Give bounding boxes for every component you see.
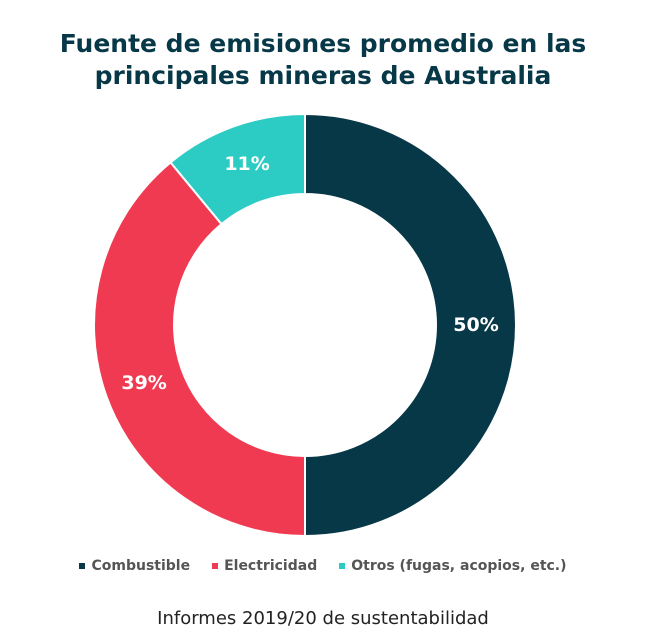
legend-label-otros: Otros (fugas, acopios, etc.) — [351, 558, 567, 574]
slice-combustible — [304, 112, 517, 538]
slice-otros — [169, 112, 306, 226]
chart-legend: Combustible Electricidad Otros (fugas, a… — [0, 558, 646, 574]
legend-swatch-combustible — [79, 563, 86, 569]
data-label-combustible: 50% — [453, 314, 498, 336]
legend-label-combustible: Combustible — [91, 558, 191, 574]
data-label-otros: 11% — [224, 153, 269, 175]
data-label-electricidad: 39% — [121, 372, 166, 394]
legend-item-electricidad: Electricidad — [212, 558, 317, 574]
legend-swatch-otros — [339, 563, 346, 569]
legend-item-otros: Otros (fugas, acopios, etc.) — [339, 558, 567, 574]
legend-label-electricidad: Electricidad — [224, 558, 318, 574]
slice-electricidad — [93, 161, 306, 538]
legend-swatch-electricidad — [212, 563, 219, 569]
chart-title: Fuente de emisiones promedio en las prin… — [0, 28, 646, 92]
chart-title-line-2: principales mineras de Australia — [94, 61, 552, 90]
legend-item-combustible: Combustible — [79, 558, 190, 574]
chart-title-line-1: Fuente de emisiones promedio en las — [59, 29, 587, 58]
chart-source-note: Informes 2019/20 de sustentabilidad — [157, 608, 489, 629]
